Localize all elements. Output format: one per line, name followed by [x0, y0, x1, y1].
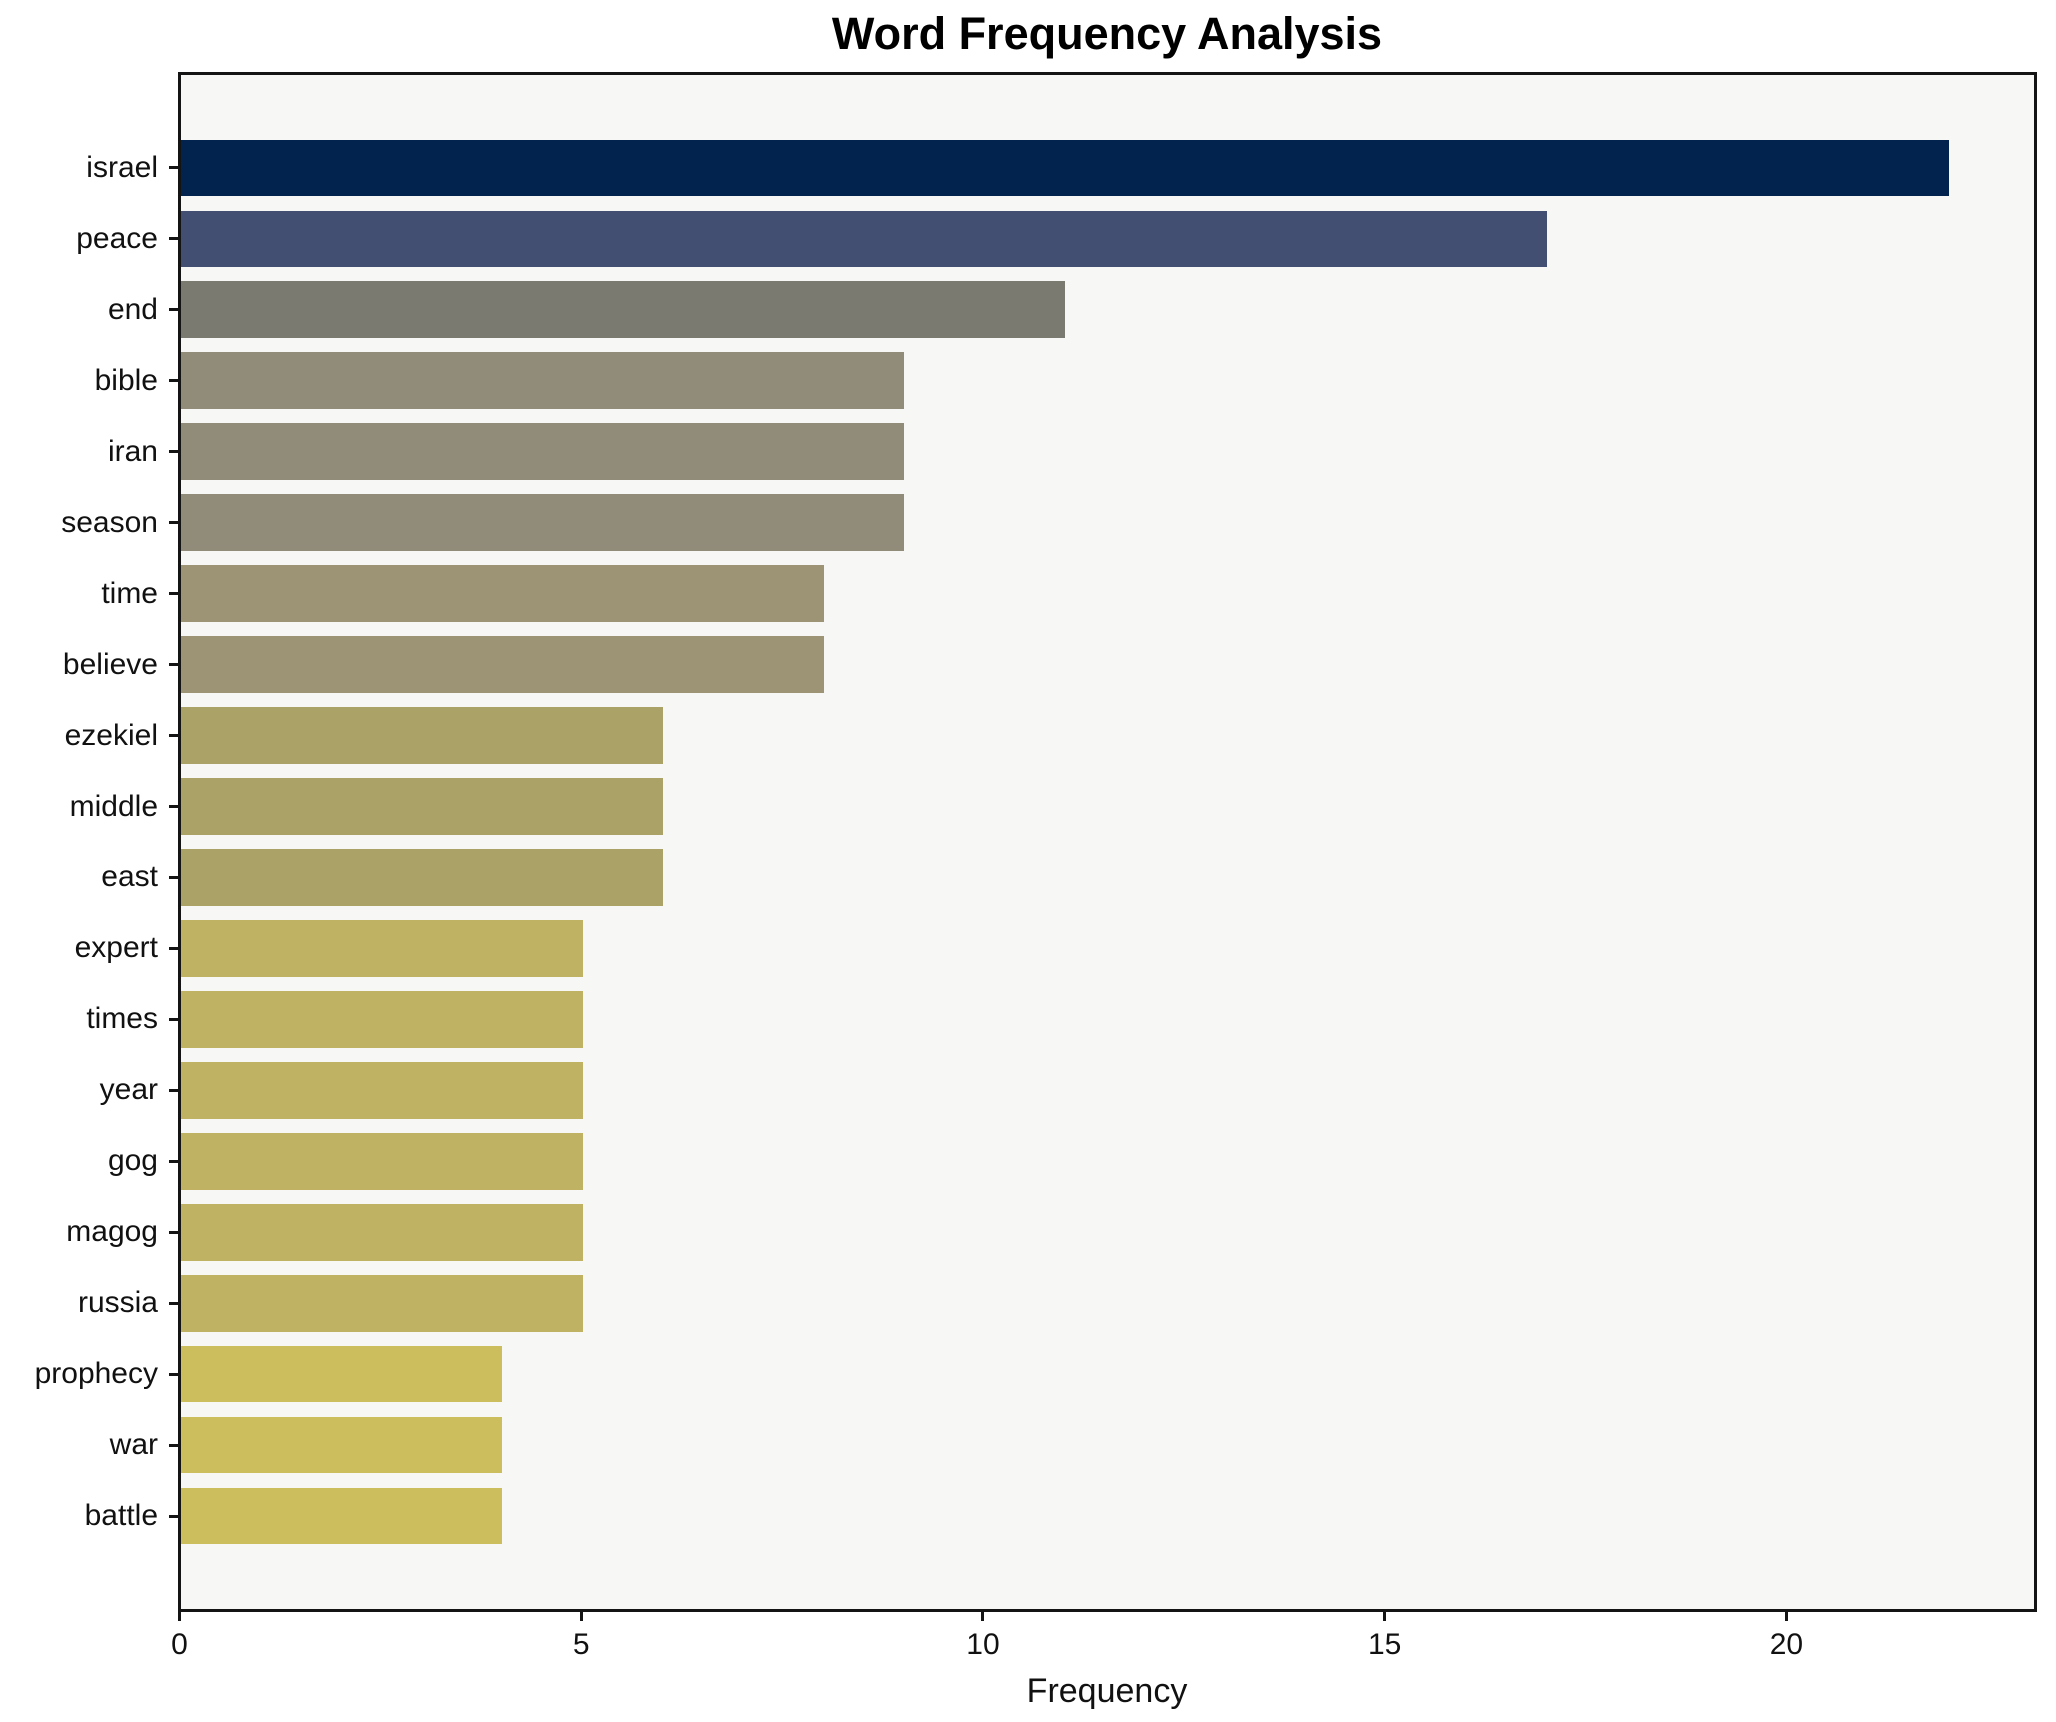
bar-israel: [181, 139, 1949, 197]
y-label-war: war: [109, 1428, 158, 1462]
chart-title: Word Frequency Analysis: [831, 8, 1383, 59]
x-tick-10: [981, 1612, 985, 1621]
bar-battle: [181, 1487, 503, 1545]
y-label-middle: middle: [69, 789, 158, 823]
y-tick-magog: [169, 1230, 178, 1234]
y-label-magog: magog: [66, 1215, 158, 1249]
y-label-iran: iran: [107, 434, 158, 468]
y-tick-prophecy: [169, 1372, 178, 1376]
y-label-expert: expert: [74, 931, 158, 965]
bar-end: [181, 281, 1065, 339]
y-tick-times: [169, 1017, 178, 1021]
bar-year: [181, 1061, 583, 1119]
y-label-east: east: [101, 860, 158, 894]
y-tick-believe: [169, 663, 178, 667]
x-tick-label-0: 0: [171, 1628, 188, 1661]
y-label-bible: bible: [94, 363, 158, 397]
y-tick-end: [169, 308, 178, 312]
x-tick-15: [1383, 1612, 1387, 1621]
y-tick-time: [169, 592, 178, 596]
bar-iran: [181, 423, 905, 481]
y-label-ezekiel: ezekiel: [64, 718, 158, 752]
x-axis-label: Frequency: [1026, 1672, 1188, 1710]
bar-peace: [181, 210, 1547, 268]
bar-east: [181, 849, 664, 906]
y-tick-ezekiel: [169, 734, 178, 738]
x-tick-label-15: 15: [1368, 1628, 1402, 1661]
bar-russia: [181, 1274, 583, 1332]
bar-war: [181, 1416, 503, 1474]
y-tick-year: [169, 1088, 178, 1092]
y-tick-east: [169, 875, 178, 879]
bar-season: [181, 494, 905, 552]
y-tick-peace: [169, 237, 178, 241]
y-tick-battle: [169, 1514, 178, 1518]
y-label-russia: russia: [77, 1286, 158, 1320]
y-label-end: end: [107, 292, 158, 326]
bar-times: [181, 990, 583, 1048]
y-label-peace: peace: [76, 221, 158, 255]
y-tick-war: [169, 1443, 178, 1447]
y-label-believe: believe: [62, 647, 158, 681]
x-tick-0: [178, 1612, 181, 1621]
bar-ezekiel: [181, 707, 664, 764]
y-label-time: time: [101, 576, 158, 610]
y-label-times: times: [86, 1002, 158, 1036]
y-tick-bible: [169, 379, 178, 383]
y-tick-middle: [169, 805, 178, 809]
bar-gog: [181, 1132, 583, 1190]
bar-believe: [181, 636, 824, 693]
x-tick-label-5: 5: [572, 1628, 590, 1661]
y-tick-expert: [169, 946, 178, 950]
bar-expert: [181, 920, 583, 977]
x-tick-label-20: 20: [1769, 1628, 1804, 1661]
y-label-battle: battle: [84, 1499, 158, 1533]
x-tick-20: [1784, 1612, 1788, 1621]
bar-prophecy: [181, 1345, 503, 1403]
y-tick-season: [169, 521, 178, 525]
plot-area: [178, 72, 2037, 1612]
y-tick-russia: [169, 1301, 178, 1305]
y-label-year: year: [99, 1073, 158, 1107]
y-tick-israel: [169, 166, 178, 170]
bar-magog: [181, 1203, 583, 1261]
y-label-prophecy: prophecy: [34, 1357, 158, 1391]
y-tick-gog: [169, 1159, 178, 1163]
y-label-season: season: [61, 505, 158, 539]
y-label-israel: israel: [86, 150, 158, 184]
bar-time: [181, 565, 824, 623]
x-tick-label-10: 10: [966, 1628, 1000, 1661]
bar-bible: [181, 352, 905, 410]
y-tick-iran: [169, 450, 178, 454]
x-tick-5: [579, 1612, 583, 1621]
y-label-gog: gog: [107, 1144, 158, 1178]
bar-middle: [181, 778, 664, 835]
